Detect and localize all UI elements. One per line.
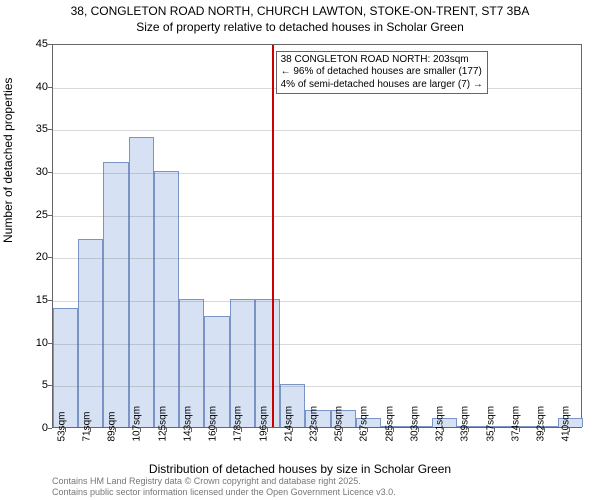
y-axis-label: Number of detached properties	[1, 78, 15, 243]
y-tick-mark	[48, 343, 52, 344]
x-axis-label: Distribution of detached houses by size …	[0, 462, 600, 476]
histogram-bar	[53, 308, 78, 427]
annotation-line-2: ← 96% of detached houses are smaller (17…	[281, 66, 483, 79]
histogram-bar	[154, 171, 179, 427]
y-tick-label: 35	[36, 123, 48, 135]
y-tick-label: 15	[36, 294, 48, 306]
y-tick-mark	[48, 385, 52, 386]
grid-line	[53, 130, 581, 131]
attribution-line-2: Contains public sector information licen…	[52, 487, 396, 498]
grid-line	[53, 216, 581, 217]
grid-line	[53, 386, 581, 387]
y-tick-mark	[48, 257, 52, 258]
y-tick-label: 10	[36, 337, 48, 349]
y-tick-mark	[48, 428, 52, 429]
chart-title: 38, CONGLETON ROAD NORTH, CHURCH LAWTON,…	[0, 0, 600, 35]
y-tick-label: 45	[36, 38, 48, 50]
histogram-bar	[78, 239, 103, 427]
y-tick-label: 20	[36, 251, 48, 263]
y-tick-mark	[48, 172, 52, 173]
grid-line	[53, 258, 581, 259]
y-tick-mark	[48, 300, 52, 301]
title-line-1: 38, CONGLETON ROAD NORTH, CHURCH LAWTON,…	[0, 4, 600, 20]
y-tick-label: 25	[36, 209, 48, 221]
y-tick-mark	[48, 44, 52, 45]
plot-area: 38 CONGLETON ROAD NORTH: 203sqm ← 96% of…	[52, 44, 582, 428]
y-tick-mark	[48, 87, 52, 88]
attribution: Contains HM Land Registry data © Crown c…	[52, 476, 396, 498]
y-tick-mark	[48, 129, 52, 130]
title-line-2: Size of property relative to detached ho…	[0, 20, 600, 36]
marker-line	[272, 45, 274, 427]
y-tick-label: 40	[36, 81, 48, 93]
annotation-line-1: 38 CONGLETON ROAD NORTH: 203sqm	[281, 54, 483, 67]
annotation-line-3: 4% of semi-detached houses are larger (7…	[281, 79, 483, 92]
grid-line	[53, 173, 581, 174]
chart-container: 38, CONGLETON ROAD NORTH, CHURCH LAWTON,…	[0, 0, 600, 500]
annotation-box: 38 CONGLETON ROAD NORTH: 203sqm ← 96% of…	[276, 51, 488, 95]
grid-line	[53, 301, 581, 302]
y-tick-label: 30	[36, 166, 48, 178]
grid-line	[53, 344, 581, 345]
y-tick-mark	[48, 215, 52, 216]
attribution-line-1: Contains HM Land Registry data © Crown c…	[52, 476, 396, 487]
histogram-bar	[129, 137, 154, 427]
